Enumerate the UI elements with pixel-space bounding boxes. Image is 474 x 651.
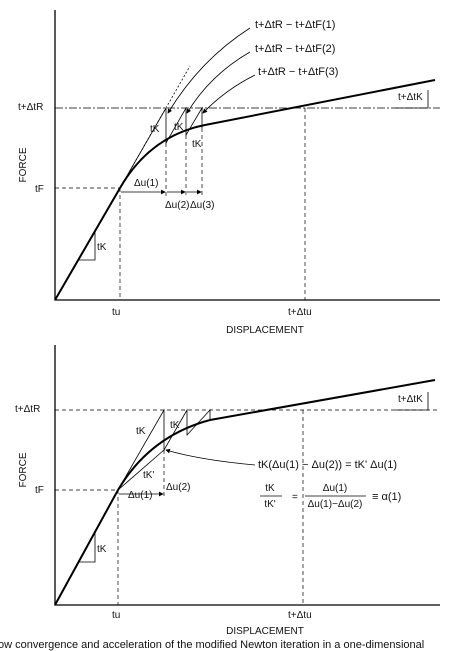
construction-line xyxy=(395,392,429,411)
label: DISPLACEMENT xyxy=(226,325,304,336)
label: tu xyxy=(112,307,120,318)
label: t+Δtu xyxy=(288,610,312,621)
label: FORCE xyxy=(18,452,29,487)
label: tK xyxy=(150,124,160,135)
label: FORCE xyxy=(18,147,29,182)
label: t+Δtu xyxy=(288,307,312,318)
label: tK xyxy=(136,426,146,437)
construction-line xyxy=(186,51,251,114)
label: t+ΔtR − t+ΔtF(3) xyxy=(258,66,338,78)
label: Δu(1) xyxy=(323,483,347,494)
label: Δu(2) xyxy=(165,200,189,211)
label: tK xyxy=(192,139,202,150)
label: t+ΔtR xyxy=(15,404,40,415)
construction-line xyxy=(78,231,96,261)
label: = xyxy=(292,492,298,503)
label: Δu(1)−Δu(2) xyxy=(308,499,363,510)
label: tK xyxy=(97,242,107,253)
label: tu xyxy=(112,610,120,621)
label: t+ΔtK xyxy=(398,92,423,103)
top-panel: t+ΔtR − t+ΔtF(1) t+ΔtR − t+ΔtF(2) t+ΔtR … xyxy=(18,10,440,336)
label: tK xyxy=(170,420,180,431)
label: t+ΔtR − t+ΔtF(1) xyxy=(255,19,335,31)
construction-line xyxy=(119,106,203,189)
label: Δu(1) xyxy=(134,178,158,189)
response-curve xyxy=(54,79,436,301)
label: t+ΔtR − t+ΔtF(2) xyxy=(255,43,335,55)
label: tF xyxy=(35,184,44,195)
construction-line xyxy=(119,65,191,189)
caption: ow convergence and acceleration of the m… xyxy=(0,639,424,651)
axis xyxy=(54,345,440,606)
label: tK xyxy=(97,544,107,555)
label: tK(Δu(1) − Δu(2)) = tK' Δu(1) xyxy=(258,459,397,471)
guide-line xyxy=(55,108,306,300)
construction-line xyxy=(202,74,256,114)
label: tK' xyxy=(143,470,154,481)
construction-line xyxy=(78,533,96,563)
label: tK' xyxy=(264,499,275,510)
bottom-panel: t+ΔtR t+ΔtK tK tK tK' tF Δu(1) Δu(2) tK(… xyxy=(15,345,440,637)
construction-line xyxy=(117,408,211,491)
label: tK xyxy=(174,122,184,133)
label: t+ΔtR xyxy=(18,102,43,113)
label: tK xyxy=(265,483,275,494)
construction-line xyxy=(165,448,256,466)
construction-line xyxy=(117,449,165,491)
construction-line xyxy=(395,90,429,109)
construction-line xyxy=(167,27,251,114)
label: Δu(2) xyxy=(166,482,190,493)
label: Δu(3) xyxy=(190,200,214,211)
label: t+ΔtK xyxy=(398,394,423,405)
label: ≡ α(1) xyxy=(372,491,401,503)
label: DISPLACEMENT xyxy=(226,626,304,637)
label: Δu(1) xyxy=(128,490,152,501)
guide-line xyxy=(55,409,440,605)
label: tF xyxy=(35,485,44,496)
